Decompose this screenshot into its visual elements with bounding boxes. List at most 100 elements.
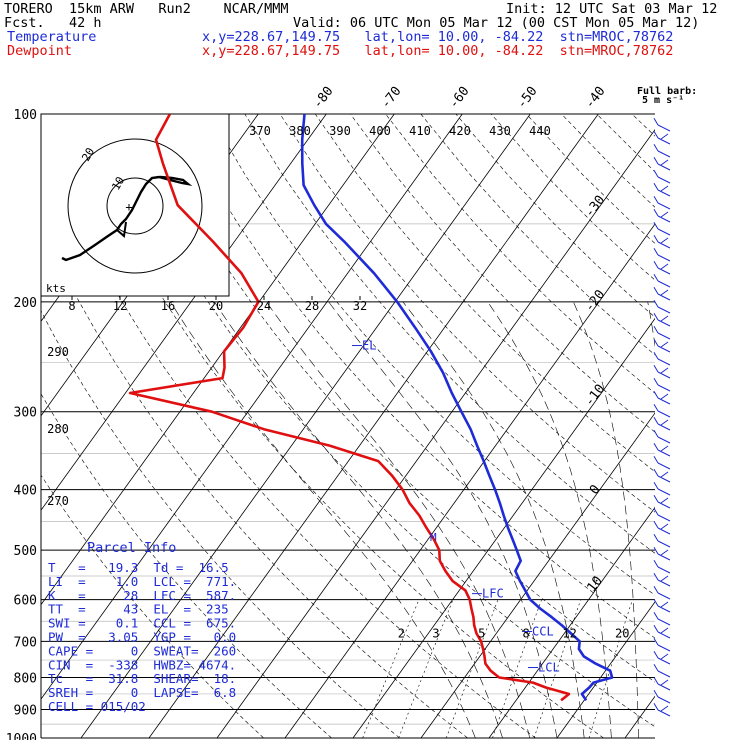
wind-barb-flag <box>657 124 671 132</box>
wind-barb <box>653 443 659 451</box>
wind-barb-flag <box>657 618 671 626</box>
moist-adiabat-line <box>693 302 709 738</box>
wind-barb <box>653 287 659 295</box>
wind-barb <box>653 586 659 594</box>
wind-barb <box>653 651 659 659</box>
wind-barb-flag <box>657 215 671 223</box>
isotherm-label: -80 <box>310 84 336 112</box>
wind-barb <box>653 144 659 152</box>
wind-barb-flag <box>657 137 671 145</box>
isotherm-line <box>693 114 740 738</box>
hodograph-trace <box>61 175 193 262</box>
wind-barb-flag <box>657 306 671 314</box>
wind-barb-flag <box>657 319 671 327</box>
wind-barb-half <box>660 497 669 504</box>
wind-barb-flag <box>657 670 671 678</box>
wind-barb <box>653 638 659 646</box>
dry-adiabat-line <box>314 114 655 473</box>
isotherm-line <box>624 695 655 738</box>
wind-barbs <box>653 118 671 717</box>
wind-barb-flag <box>657 202 671 210</box>
pressure-tick-label: 800 <box>14 672 37 687</box>
isotherm-line <box>41 114 327 511</box>
wind-barb <box>653 677 659 685</box>
level-marker-ccl: CCL <box>532 624 554 638</box>
mixing-ratio-label: 5 <box>478 626 485 640</box>
wind-barb <box>653 495 659 503</box>
isotherm-label: -70 <box>378 84 404 112</box>
wind-barb-flag <box>657 293 671 301</box>
parcel-info-row: CELL = 015/02 <box>48 699 146 714</box>
wind-barb <box>653 521 659 529</box>
theta-label: 400 <box>369 124 391 138</box>
wind-barb-flag <box>657 462 671 470</box>
pressure-tick-label: 900 <box>14 703 37 718</box>
wind-scale-value: 5 m s⁻¹ <box>642 95 684 106</box>
dry-adiabat-line <box>279 114 655 513</box>
wind-barb-half <box>660 419 669 426</box>
dry-adiabat-line <box>41 132 536 738</box>
isotherm-label: -40 <box>582 84 608 112</box>
isotherm-line <box>216 128 655 738</box>
theta-label: 440 <box>529 124 551 138</box>
dry-adiabat-line <box>385 114 655 394</box>
parcel-info-row: SWI = 0.1 CCL = 675. <box>48 616 236 631</box>
isotherm-line <box>488 506 655 738</box>
isotherm-line <box>41 114 463 700</box>
wind-barb-flag <box>657 371 671 379</box>
model-title: TORERO 15km ARW Run2 NCAR/MMM <box>4 1 289 17</box>
wind-barb-flag <box>657 449 671 457</box>
mixing-ratio-label: 20 <box>615 626 629 640</box>
wind-barb-flag <box>657 683 671 691</box>
wind-barb <box>653 378 659 386</box>
wind-barb <box>653 664 659 672</box>
mixing-ratio-line <box>362 599 420 738</box>
wind-barb <box>653 703 659 711</box>
parcel-info-row: T = 19.3 Td = 16.5 <box>48 560 229 575</box>
wind-barb-half <box>660 549 669 556</box>
wind-barb <box>653 352 659 360</box>
isotherm-line <box>80 114 531 738</box>
isotherm-line <box>41 114 395 606</box>
wind-barb-flag <box>657 345 671 353</box>
parcel-info-box: Parcel Info T = 19.3 Td = 16.5LI = 1.0 L… <box>48 540 236 714</box>
theta-label: 430 <box>489 124 511 138</box>
wind-barb-half <box>660 653 669 660</box>
dry-adiabat-line <box>41 393 332 738</box>
wind-barb <box>653 248 659 256</box>
wind-barb <box>653 690 659 698</box>
wind-barb <box>653 482 659 490</box>
dry-adiabat-line <box>490 114 655 281</box>
hodograph-ring-outer <box>67 138 203 274</box>
wind-barb-flag <box>657 605 671 613</box>
wind-barb <box>653 560 659 568</box>
isobar-lines <box>40 113 655 739</box>
wind-barb <box>653 508 659 516</box>
hodograph-speed-unit: kts <box>46 282 66 295</box>
isotherm-line <box>420 412 655 738</box>
isotherm-line <box>284 223 655 738</box>
dry-adiabat-line <box>41 474 264 738</box>
wind-barb <box>653 157 659 165</box>
wind-barb-flag <box>657 514 671 522</box>
hodograph-trace-hook <box>116 221 127 238</box>
temperature-location: x,y=228.67,149.75 lat,lon= 10.00, -84.22… <box>202 29 674 45</box>
wind-barb-flag <box>657 397 671 405</box>
parcel-info-row: PW = 3.05 YGP = 0.0 <box>48 630 236 645</box>
wind-barb-half <box>660 705 669 712</box>
wind-barb-half <box>660 393 669 400</box>
wind-barb <box>653 222 659 230</box>
dry-adiabat-line <box>596 114 655 173</box>
dewpoint-location: x,y=228.67,149.75 lat,lon= 10.00, -84.22… <box>202 43 674 59</box>
wind-barb <box>653 599 659 607</box>
mixing-ratio-label: 8 <box>522 626 529 640</box>
speed-scale-label: 12 <box>113 299 127 313</box>
hodograph-ring-label: 10 <box>109 175 127 193</box>
pressure-tick-label: 500 <box>14 544 37 559</box>
hodograph: +10 20 kts <box>40 113 230 297</box>
wind-barb-flag <box>657 410 671 418</box>
parcel-info-row: TT = 43 EL = 235 <box>48 602 229 617</box>
pressure-tick-label: 700 <box>14 635 37 650</box>
wind-barb-half <box>660 315 669 322</box>
theta-label: 410 <box>409 124 431 138</box>
